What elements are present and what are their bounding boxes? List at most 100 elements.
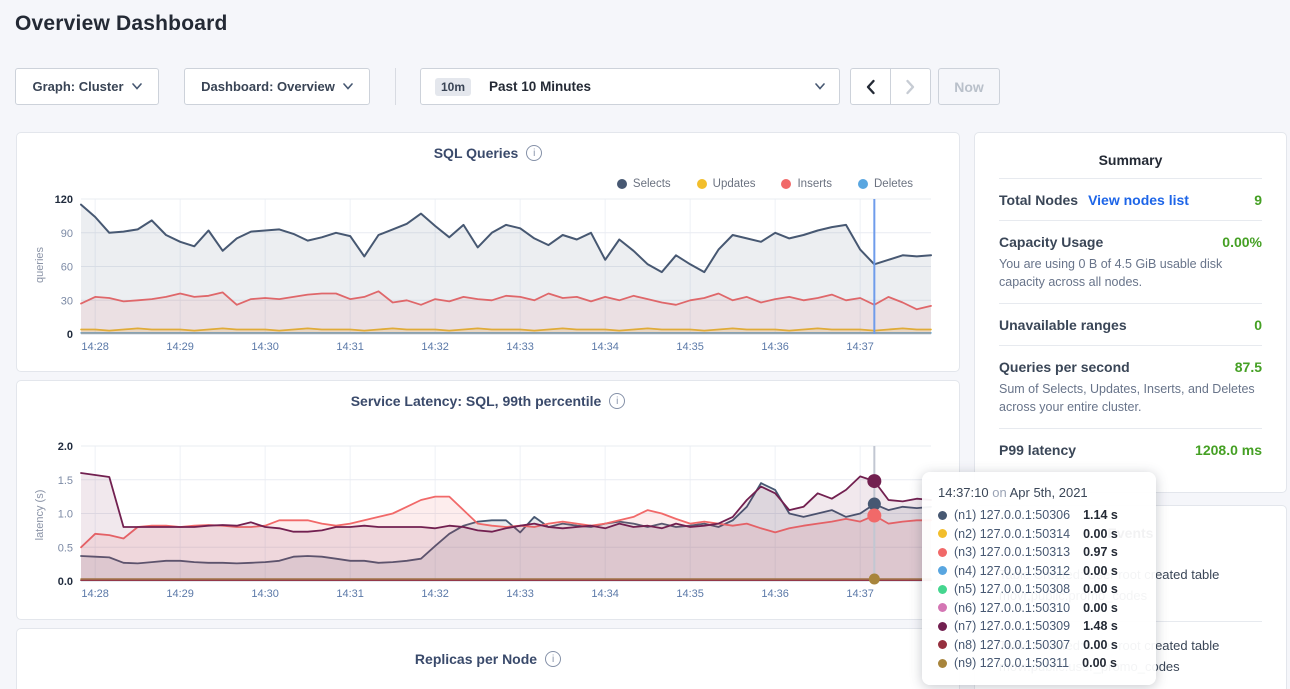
chart-legend: Selects Updates Inserts Deletes — [616, 178, 913, 190]
svg-text:0.0: 0.0 — [58, 576, 73, 588]
replicas-chart-title: Replicas per Node i — [17, 651, 959, 667]
tooltip-row: (n6) 127.0.0.1:50310 0.00 s — [938, 599, 1140, 618]
svg-text:14:34: 14:34 — [591, 588, 619, 600]
tooltip-node-address: (n5) 127.0.0.1:50308 — [954, 582, 1071, 596]
svg-text:60: 60 — [61, 262, 73, 274]
info-icon[interactable]: i — [609, 393, 626, 409]
summary-heading: Summary — [1098, 152, 1163, 168]
capacity-usage-description: You are using 0 B of 4.5 GiB usable disk… — [999, 257, 1223, 289]
summary-row-capacity: Capacity Usage 0.00% You are using 0 B o… — [999, 220, 1262, 303]
tooltip-node-value: 0.00 s — [1082, 656, 1117, 670]
capacity-usage-value: 0.00% — [1222, 234, 1262, 250]
series-color-dot — [938, 640, 947, 650]
tooltip-rows: (n1) 127.0.0.1:50306 1.14 s (n2) 127.0.0.1… — [938, 506, 1140, 673]
chevron-left-icon — [866, 79, 875, 94]
tooltip-node-address: (n4) 127.0.0.1:50312 — [954, 563, 1071, 578]
view-nodes-list-link[interactable]: View nodes list — [1088, 192, 1189, 208]
tooltip-node-address: (n7) 127.0.0.1:50309 — [954, 619, 1071, 633]
svg-text:1.0: 1.0 — [58, 509, 73, 521]
time-range-badge: 10m — [435, 77, 472, 96]
svg-text:14:33: 14:33 — [506, 588, 534, 600]
tooltip-timestamp: 14:37:10 on Apr 5th, 2021 — [938, 485, 1140, 500]
qps-value: 87.5 — [1234, 359, 1262, 375]
time-range-dropdown[interactable]: 10m Past 10 Minutes — [420, 68, 840, 105]
legend-item-updates[interactable]: Updates — [696, 178, 756, 190]
summary-row-total-nodes: Total Nodes View nodes list 9 — [999, 178, 1262, 220]
total-nodes-value: 9 — [1254, 192, 1262, 208]
tooltip-on-word: on — [992, 485, 1007, 500]
svg-text:120: 120 — [55, 194, 73, 206]
info-icon[interactable]: i — [526, 145, 543, 161]
tooltip-node-address: (n8) 127.0.0.1:50307 — [954, 637, 1071, 652]
svg-text:14:35: 14:35 — [676, 588, 704, 600]
tooltip-node-address: (n6) 127.0.0.1:50310 — [954, 600, 1071, 615]
time-range-next-button[interactable] — [890, 68, 931, 105]
toolbar-divider — [395, 68, 396, 105]
tooltip-row: (n9) 127.0.0.1:50311 0.00 s — [938, 654, 1140, 673]
service-latency-chart-card: Service Latency: SQL, 99th percentile i … — [16, 380, 960, 620]
unavailable-ranges-label: Unavailable ranges — [999, 317, 1127, 333]
tooltip-node-value: 1.14 s — [1083, 508, 1118, 522]
svg-text:14:28: 14:28 — [81, 588, 109, 600]
sql-queries-chart-plot[interactable]: 14:28 14:29 14:30 14:31 14:32 14:33 14:34 14:35… — [18, 187, 960, 361]
tooltip-row: (n3) 127.0.0.1:50313 0.97 s — [938, 543, 1140, 562]
svg-text:14:34: 14:34 — [591, 341, 619, 353]
svg-text:14:29: 14:29 — [166, 341, 194, 353]
capacity-usage-label: Capacity Usage — [999, 234, 1104, 250]
dashboard-selector-label: Dashboard: Overview — [201, 79, 335, 94]
tooltip-node-value: 0.00 s — [1083, 526, 1118, 541]
tooltip-row: (n4) 127.0.0.1:50312 0.00 s — [938, 562, 1140, 581]
svg-text:90: 90 — [61, 228, 73, 240]
legend-item-selects[interactable]: Selects — [616, 178, 671, 190]
chart-title-text: Replicas per Node — [414, 651, 538, 667]
chevron-down-icon — [131, 83, 142, 90]
legend-color-dot — [696, 179, 707, 189]
legend-label: Selects — [632, 178, 671, 190]
svg-text:14:32: 14:32 — [421, 341, 449, 353]
sql-queries-chart-card: SQL Queries i Selects Updates Inserts Delet… — [16, 132, 960, 372]
graph-selector-label: Graph: Cluster — [32, 79, 124, 94]
svg-text:14:33: 14:33 — [506, 341, 534, 353]
svg-text:14:30: 14:30 — [251, 341, 279, 353]
svg-text:0.5: 0.5 — [58, 542, 73, 554]
svg-text:14:31: 14:31 — [336, 341, 364, 353]
svg-text:14:37: 14:37 — [846, 588, 874, 600]
tooltip-node-value: 0.00 s — [1083, 637, 1118, 652]
svg-text:14:30: 14:30 — [251, 588, 279, 600]
series-color-dot — [938, 566, 947, 576]
now-button[interactable]: Now — [938, 68, 1000, 105]
info-icon[interactable]: i — [545, 651, 562, 667]
svg-text:30: 30 — [61, 295, 73, 307]
legend-label: Inserts — [797, 178, 832, 190]
svg-text:14:28: 14:28 — [81, 341, 109, 353]
legend-item-deletes[interactable]: Deletes — [858, 178, 913, 190]
qps-description: Sum of Selects, Updates, Inserts, and De… — [999, 382, 1255, 414]
service-latency-chart-title: Service Latency: SQL, 99th percentile i — [17, 393, 959, 409]
chevron-right-icon — [906, 79, 915, 94]
summary-row-unavailable-ranges: Unavailable ranges 0 — [999, 303, 1262, 345]
tooltip-row: (n1) 127.0.0.1:50306 1.14 s — [938, 506, 1140, 525]
svg-text:0: 0 — [67, 329, 73, 341]
chart-title-text: SQL Queries — [433, 145, 519, 161]
tooltip-time: 14:37:10 — [938, 485, 989, 500]
svg-text:1.5: 1.5 — [58, 475, 73, 487]
service-latency-chart-plot[interactable]: 14:28 14:29 14:30 14:31 14:32 14:33 14:34 14:35… — [18, 433, 960, 609]
graph-selector-dropdown[interactable]: Graph: Cluster — [15, 68, 159, 105]
tooltip-row: (n8) 127.0.0.1:50307 0.00 s — [938, 636, 1140, 655]
series-color-dot — [938, 603, 947, 613]
tooltip-row: (n2) 127.0.0.1:50314 0.00 s — [938, 525, 1140, 544]
svg-text:14:35: 14:35 — [676, 341, 704, 353]
tooltip-node-address: (n2) 127.0.0.1:50314 — [954, 526, 1071, 541]
dashboard-selector-dropdown[interactable]: Dashboard: Overview — [184, 68, 370, 105]
series-color-dot — [938, 584, 947, 594]
time-range-prev-button[interactable] — [850, 68, 891, 105]
series-color-dot — [938, 547, 947, 557]
series-color-dot — [938, 621, 947, 631]
sql-queries-chart-title: SQL Queries i — [17, 145, 959, 161]
legend-item-inserts[interactable]: Inserts — [781, 178, 832, 190]
tooltip-node-address: (n1) 127.0.0.1:50306 — [954, 508, 1071, 522]
summary-panel: Summary Total Nodes View nodes list 9 Ca… — [974, 132, 1287, 493]
svg-text:14:36: 14:36 — [761, 341, 789, 353]
legend-label: Updates — [712, 178, 756, 190]
